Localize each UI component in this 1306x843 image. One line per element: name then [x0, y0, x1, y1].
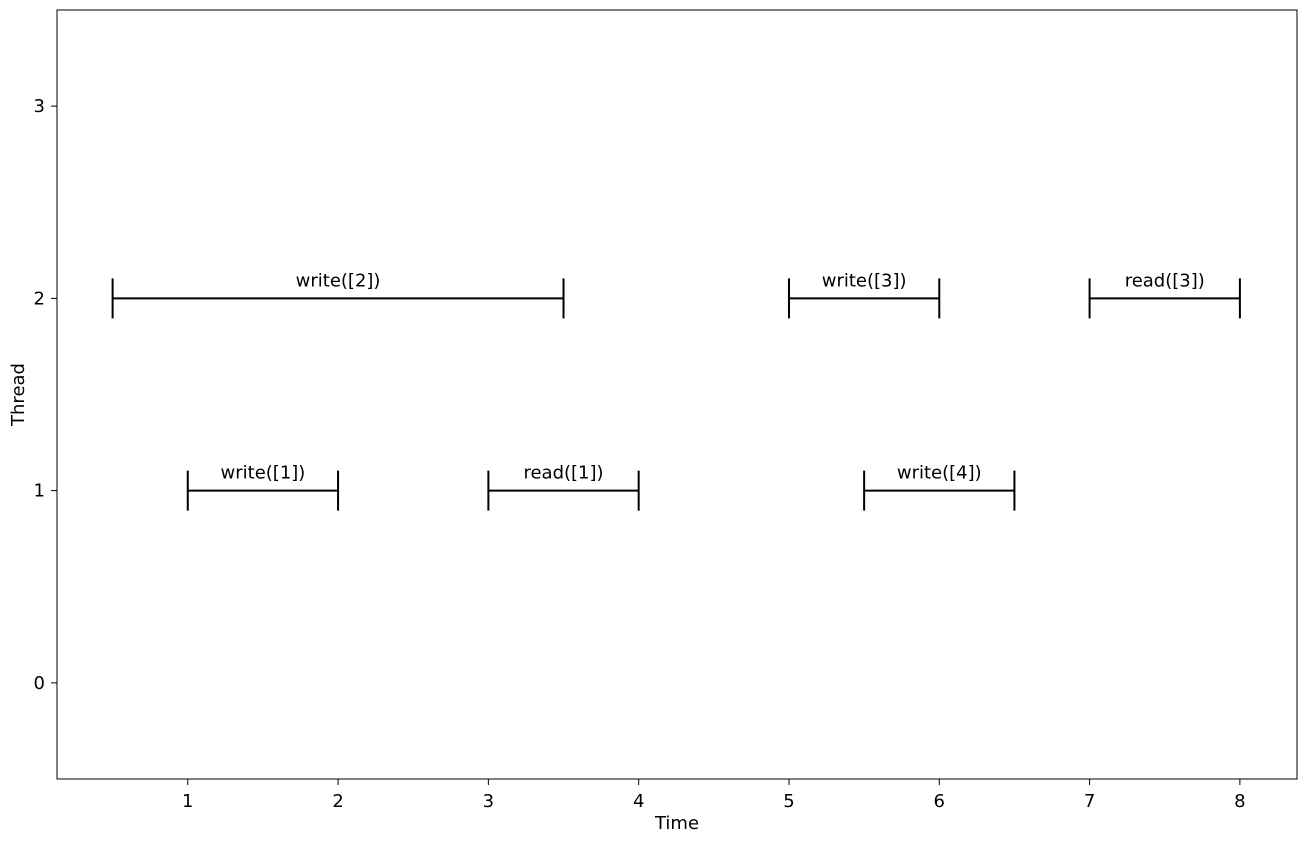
y-tick-label: 0 — [34, 673, 45, 694]
interval: write([2]) — [111, 270, 565, 319]
interval-label: write([4]) — [897, 463, 982, 484]
y-tick-label: 3 — [34, 96, 45, 117]
interval-label: write([2]) — [296, 270, 381, 291]
y-tick-label: 1 — [34, 481, 45, 502]
x-axis-label: Time — [654, 813, 699, 834]
y-axis: 0 1 2 3 — [34, 96, 57, 694]
y-tick-label: 2 — [34, 288, 45, 309]
interval-label: write([3]) — [822, 270, 907, 291]
x-tick-label: 4 — [633, 791, 644, 812]
interval: read([3]) — [1088, 270, 1241, 319]
interval-label: write([1]) — [221, 463, 306, 484]
x-tick-label: 2 — [332, 791, 343, 812]
x-tick-label: 8 — [1234, 791, 1245, 812]
x-tick-label: 5 — [783, 791, 794, 812]
interval: write([3]) — [787, 270, 941, 319]
x-tick-label: 1 — [182, 791, 193, 812]
x-tick-label: 6 — [934, 791, 945, 812]
x-axis: 1 2 3 4 5 6 7 8 — [182, 779, 1246, 812]
plot-frame — [56, 9, 1298, 780]
x-tick-label: 3 — [483, 791, 494, 812]
interval: write([1]) — [186, 463, 340, 511]
interval: read([1]) — [487, 463, 640, 511]
interval: write([4]) — [863, 463, 1016, 511]
interval-label: read([1]) — [523, 463, 603, 484]
interval-label: read([3]) — [1125, 270, 1205, 291]
intervals: write([2]) write([3]) read([3]) write([1]) r… — [111, 270, 1241, 511]
x-tick-label: 7 — [1084, 791, 1095, 812]
y-axis-label: Thread — [8, 363, 29, 427]
